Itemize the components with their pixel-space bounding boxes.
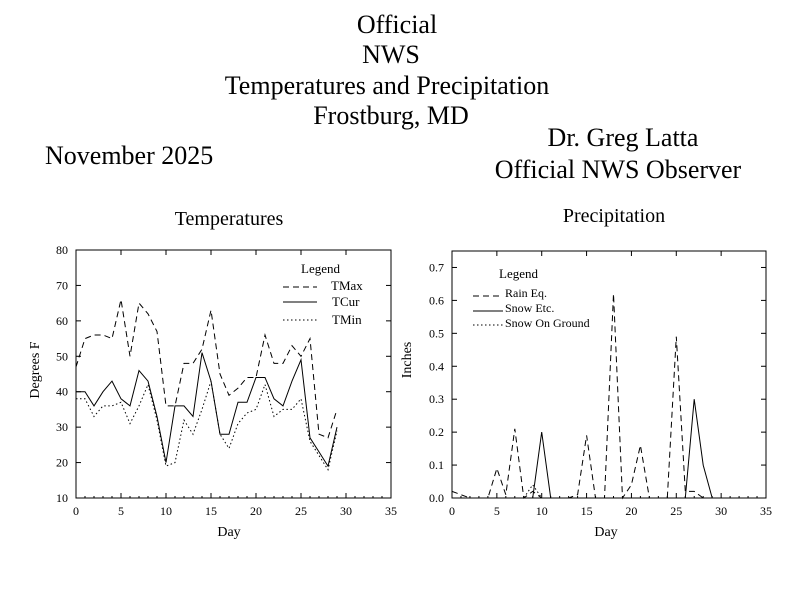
precip-point (613, 293, 614, 294)
temp-point (211, 310, 212, 311)
precip-legend-label-rain: Rain Eq. (505, 286, 547, 300)
precip-ytick-label: 0.3 (429, 392, 444, 406)
temp-chart-title: Temperatures (175, 208, 284, 230)
precip-point (631, 484, 632, 485)
temp-point (247, 377, 248, 378)
temp-point (121, 299, 122, 300)
precip-xtick-label: 0 (449, 504, 455, 518)
precip-legend: Legend Rain Eq. Snow Etc. Snow On Ground (473, 266, 590, 330)
precip-ytick-label: 0.0 (429, 491, 444, 505)
precip-xtick-label: 15 (581, 504, 593, 518)
temp-point (202, 349, 203, 350)
precip-legend-label-snow: Snow Etc. (505, 301, 554, 315)
precip-xtick-label: 35 (760, 504, 772, 518)
precip-point (640, 445, 641, 446)
temp-xtick-label: 5 (118, 504, 124, 518)
precip-xlabel: Day (594, 525, 617, 540)
precip-legend-title: Legend (499, 266, 538, 281)
header-title: Temperatures and Precipitation (224, 71, 550, 100)
precip-point (461, 494, 462, 495)
temp-point (238, 423, 239, 424)
temp-xtick-label: 15 (205, 504, 217, 518)
precip-series-1 (452, 399, 713, 499)
temp-ytick-label: 60 (56, 314, 68, 328)
precip-plot-frame (451, 250, 767, 499)
precip-series-2 (452, 483, 713, 499)
temp-legend-title: Legend (301, 261, 340, 276)
temp-point (166, 466, 167, 467)
temp-xtick-label: 10 (160, 504, 172, 518)
temp-xtick-label: 30 (340, 504, 352, 518)
observer-name: Dr. Greg Latta (547, 123, 699, 152)
precip-xtick-label: 30 (715, 504, 727, 518)
temp-point (310, 441, 311, 442)
temp-point (94, 335, 95, 336)
precip-point (496, 468, 497, 469)
temp-point (166, 405, 167, 406)
precip-xtick-label: 5 (494, 504, 500, 518)
temp-point (229, 448, 230, 449)
temp-xtick-label: 0 (73, 504, 79, 518)
precipitation-chart: Precipitation 0 5 10 15 20 25 30 35 0.0 0.1 0.2 0.3… (400, 205, 772, 540)
precip-ytick-label: 0.5 (429, 326, 444, 340)
precip-legend-label-ground: Snow On Ground (505, 316, 590, 330)
precip-ytick-label: 0.7 (429, 260, 444, 274)
temp-xtick-label: 25 (295, 504, 307, 518)
temp-xlabel: Day (217, 525, 240, 540)
temp-plot-frame (75, 249, 392, 499)
temp-legend-label-tmin: TMin (332, 312, 362, 327)
temp-point (301, 398, 302, 399)
temp-ytick-label: 70 (56, 278, 68, 292)
precip-ylabel: Inches (400, 342, 415, 379)
precip-xtick-label: 25 (670, 504, 682, 518)
temp-xtick-label: 35 (385, 504, 397, 518)
temp-ytick-label: 50 (56, 349, 68, 363)
temp-point (337, 409, 338, 410)
temperature-chart: Temperatures 0 5 10 15 20 25 30 35 10 20 30 40 50 60 7… (28, 208, 397, 540)
temp-point (112, 338, 113, 339)
month-label: November 2025 (45, 141, 214, 170)
header-location: Frostburg, MD (313, 101, 469, 130)
precip-xtick-label: 20 (625, 504, 637, 518)
temp-point (103, 405, 104, 406)
temp-point (103, 335, 104, 336)
temp-legend-label-tcur: TCur (332, 294, 360, 309)
temp-ytick-label: 40 (56, 385, 68, 399)
temp-series-1 (76, 352, 338, 468)
precip-ytick-label: 0.4 (429, 359, 444, 373)
temp-ylabel: Degrees F (28, 341, 43, 398)
precip-ytick-label: 0.1 (429, 458, 444, 472)
temp-legend: Legend TMax TCur TMin (283, 261, 363, 327)
header-nws: NWS (362, 40, 420, 69)
header-official: Official (356, 10, 438, 39)
precip-series-0 (451, 293, 713, 500)
temp-ytick-label: 80 (56, 243, 68, 257)
temp-point (148, 384, 149, 385)
precip-ytick-label: 0.6 (429, 293, 444, 307)
temp-series-0 (75, 299, 338, 439)
observer-title: Official NWS Observer (494, 155, 742, 184)
temp-xtick-label: 20 (250, 504, 262, 518)
temp-point (139, 303, 140, 304)
temp-ytick-label: 10 (56, 491, 68, 505)
temp-series-2 (76, 380, 338, 471)
temp-point (202, 409, 203, 410)
temp-ytick-label: 30 (56, 420, 68, 434)
precip-chart-title: Precipitation (563, 205, 665, 227)
precip-ytick-label: 0.2 (429, 425, 444, 439)
precip-xtick-label: 10 (536, 504, 548, 518)
temp-ytick-label: 20 (56, 456, 68, 470)
temp-legend-label-tmax: TMax (331, 278, 363, 293)
